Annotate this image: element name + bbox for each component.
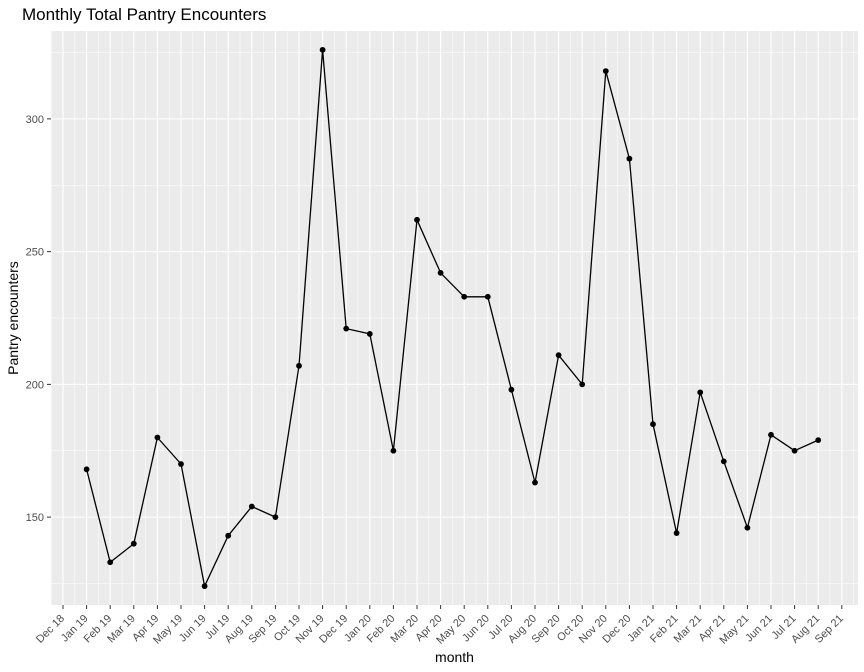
data-point	[673, 530, 680, 536]
data-point	[626, 155, 633, 162]
data-point	[532, 479, 538, 486]
data-point	[768, 431, 774, 438]
y-tick-label: 300	[26, 114, 44, 126]
data-point	[461, 293, 468, 300]
x-axis-title: month	[435, 649, 474, 665]
data-point	[697, 389, 704, 396]
data-point	[296, 362, 302, 369]
data-point	[414, 216, 420, 223]
data-point	[272, 514, 279, 521]
data-point	[225, 532, 232, 539]
chart-title: Monthly Total Pantry Encounters	[22, 5, 266, 24]
x-tick-label: Jun 20	[460, 613, 492, 645]
x-tick-label: Jun 21	[743, 613, 775, 645]
data-point	[201, 583, 208, 590]
data-point	[83, 466, 90, 473]
data-point	[154, 434, 161, 441]
data-point	[390, 447, 397, 454]
data-point	[720, 458, 727, 465]
data-point	[555, 352, 562, 359]
data-point	[248, 503, 255, 510]
series-encounters	[83, 46, 822, 590]
data-point	[744, 524, 751, 531]
data-point	[130, 540, 137, 547]
data-point	[178, 461, 184, 467]
data-point	[343, 325, 350, 332]
series-line	[85, 49, 819, 587]
data-point	[107, 559, 114, 566]
data-point	[602, 68, 609, 74]
data-point	[366, 331, 373, 337]
data-point	[484, 293, 491, 300]
data-point	[319, 46, 326, 53]
data-point	[650, 421, 656, 428]
data-point	[508, 386, 515, 393]
y-tick-label: 150	[26, 512, 44, 524]
data-point	[579, 381, 586, 388]
data-point	[815, 437, 822, 444]
x-tick-label: Dec 18	[34, 613, 67, 646]
y-tick-label: 200	[26, 379, 44, 391]
data-point	[791, 447, 798, 454]
y-axis-title: Pantry encounters	[5, 261, 21, 375]
x-tick-label: Jun 19	[177, 613, 209, 645]
major-grid	[51, 31, 858, 605]
y-tick-label: 250	[26, 247, 44, 259]
data-point	[437, 269, 444, 276]
